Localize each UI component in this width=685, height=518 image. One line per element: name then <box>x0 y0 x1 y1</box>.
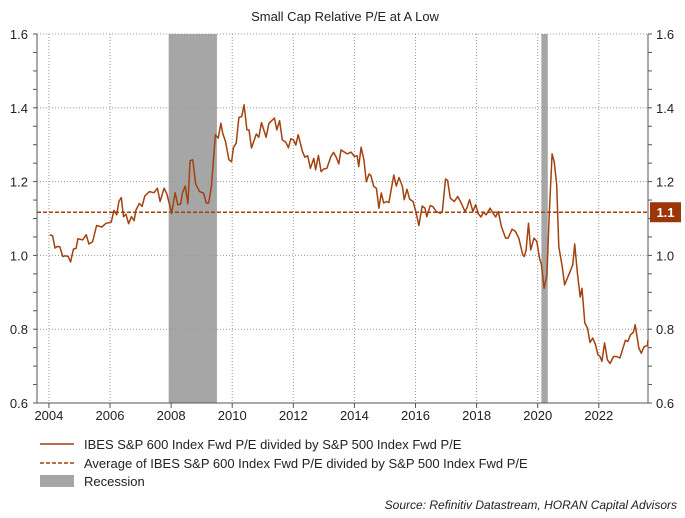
legend-item-recession[interactable]: Recession <box>40 474 145 489</box>
legend-item-average[interactable]: Average of IBES S&P 600 Index Fwd P/E di… <box>40 456 528 471</box>
chart-title: Small Cap Relative P/E at A Low <box>251 9 439 24</box>
y-tick-label-left: 1.0 <box>10 248 28 263</box>
x-tick-label: 2008 <box>157 408 186 423</box>
y-tick-label-left: 1.4 <box>10 101 28 116</box>
y-tick-label-right: 1.4 <box>656 101 674 116</box>
average-badge-box <box>650 202 681 223</box>
average-badge: 1.1 <box>650 202 681 223</box>
recession-band <box>168 34 217 403</box>
legend-item-ratio[interactable]: IBES S&P 600 Index Fwd P/E divided by S&… <box>40 437 462 452</box>
y-tick-label-right: 1.0 <box>656 248 674 263</box>
recession-band <box>541 34 548 403</box>
average-badge-label: 1.1 <box>656 205 674 220</box>
x-tick-label: 2004 <box>34 408 63 423</box>
legend-swatch-recession <box>40 475 74 487</box>
source-note: Source: Refinitiv Datastream, HORAN Capi… <box>385 498 677 512</box>
y-tick-label-left: 1.2 <box>10 175 28 190</box>
y-tick-label-left: 0.6 <box>10 396 28 411</box>
legend-label-average: Average of IBES S&P 600 Index Fwd P/E di… <box>84 456 528 471</box>
series-layer <box>37 104 649 365</box>
x-tick-label: 2012 <box>279 408 308 423</box>
legend-label-ratio: IBES S&P 600 Index Fwd P/E divided by S&… <box>84 437 462 452</box>
y-tick-label-left: 0.8 <box>10 322 28 337</box>
x-tick-label: 2022 <box>584 408 613 423</box>
legend-label-recession: Recession <box>84 474 145 489</box>
y-tick-label-right: 0.8 <box>656 322 674 337</box>
x-tick-label: 2020 <box>523 408 552 423</box>
y-tick-label-right: 1.2 <box>656 175 674 190</box>
y-tick-label-right: 0.6 <box>656 396 674 411</box>
gridlines <box>37 33 648 404</box>
x-tick-label: 2010 <box>218 408 247 423</box>
x-tick-label: 2014 <box>340 408 369 423</box>
y-tick-label-left: 1.6 <box>10 27 28 42</box>
legend: IBES S&P 600 Index Fwd P/E divided by S&… <box>40 437 528 489</box>
recession-bands <box>168 34 548 403</box>
ratio-line <box>49 104 649 365</box>
x-tick-label: 2016 <box>401 408 430 423</box>
axes: 0.6 0.6 0.8 0.8 1.0 1.0 1.2 1.2 1.4 1.4 1.6 1.6 2004… <box>10 27 674 423</box>
y-tick-label-right: 1.6 <box>656 27 674 42</box>
x-tick-label: 2018 <box>462 408 491 423</box>
x-tick-label: 2006 <box>96 408 125 423</box>
